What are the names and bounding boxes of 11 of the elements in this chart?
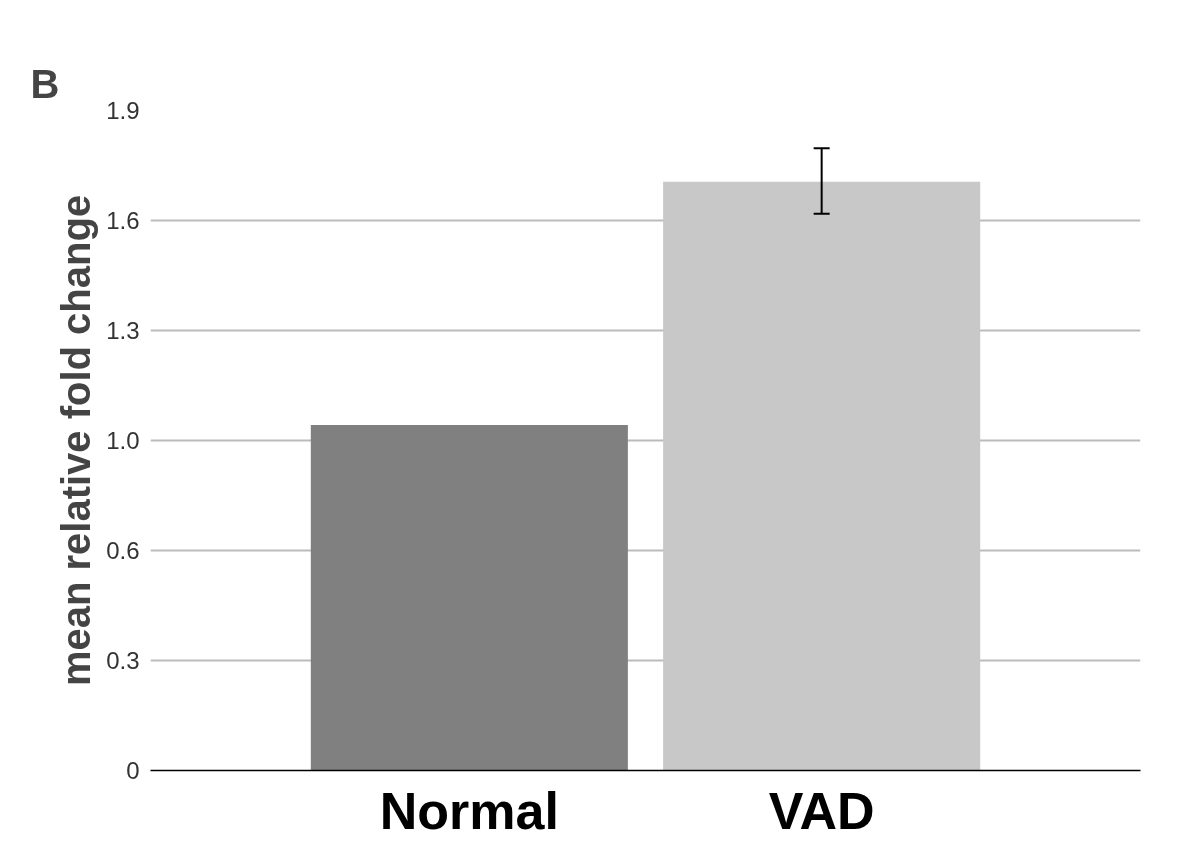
- y-axis-title: mean relative fold change: [54, 194, 99, 687]
- x-tick-label: VAD: [768, 781, 875, 840]
- y-tick-label: 1.3: [106, 317, 140, 344]
- y-tick-label: 1.9: [106, 97, 140, 124]
- y-tick-label: 1.6: [106, 207, 140, 234]
- x-tick-label: Normal: [379, 781, 559, 840]
- y-tick-label: 0.3: [106, 647, 140, 674]
- y-tick-label: 0.6: [106, 537, 140, 564]
- chart-title: B: [30, 61, 60, 106]
- y-tick-label: 1.0: [106, 427, 140, 454]
- y-tick-label: 0: [126, 757, 140, 784]
